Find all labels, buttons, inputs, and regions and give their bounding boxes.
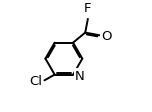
Text: N: N [74,69,84,82]
Text: Cl: Cl [29,74,42,87]
Text: O: O [101,29,112,42]
Text: F: F [84,2,92,15]
